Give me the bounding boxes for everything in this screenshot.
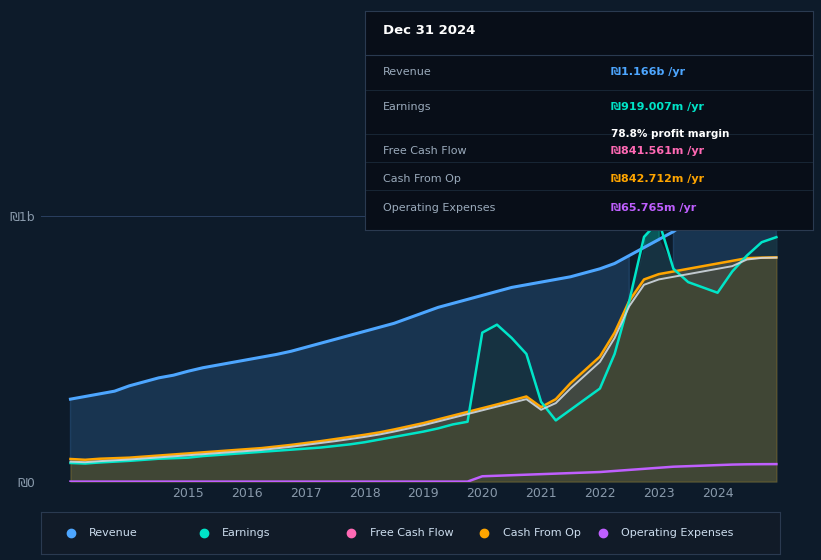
Text: Earnings: Earnings xyxy=(222,529,271,538)
Text: ₪841.561m /yr: ₪841.561m /yr xyxy=(612,146,704,156)
Text: ₪65.765m /yr: ₪65.765m /yr xyxy=(612,203,697,213)
Text: Revenue: Revenue xyxy=(383,67,432,77)
Text: Cash From Op: Cash From Op xyxy=(383,174,461,184)
Text: ₪842.712m /yr: ₪842.712m /yr xyxy=(612,174,704,184)
Text: Revenue: Revenue xyxy=(89,529,138,538)
Text: Dec 31 2024: Dec 31 2024 xyxy=(383,24,475,38)
Text: 78.8% profit margin: 78.8% profit margin xyxy=(612,128,730,138)
Text: ₪919.007m /yr: ₪919.007m /yr xyxy=(612,102,704,113)
Text: Operating Expenses: Operating Expenses xyxy=(621,529,733,538)
Text: Free Cash Flow: Free Cash Flow xyxy=(370,529,453,538)
Text: Free Cash Flow: Free Cash Flow xyxy=(383,146,467,156)
Text: Cash From Op: Cash From Op xyxy=(502,529,580,538)
Text: ₪1.166b /yr: ₪1.166b /yr xyxy=(612,67,686,77)
Text: Earnings: Earnings xyxy=(383,102,432,113)
Text: Operating Expenses: Operating Expenses xyxy=(383,203,496,213)
